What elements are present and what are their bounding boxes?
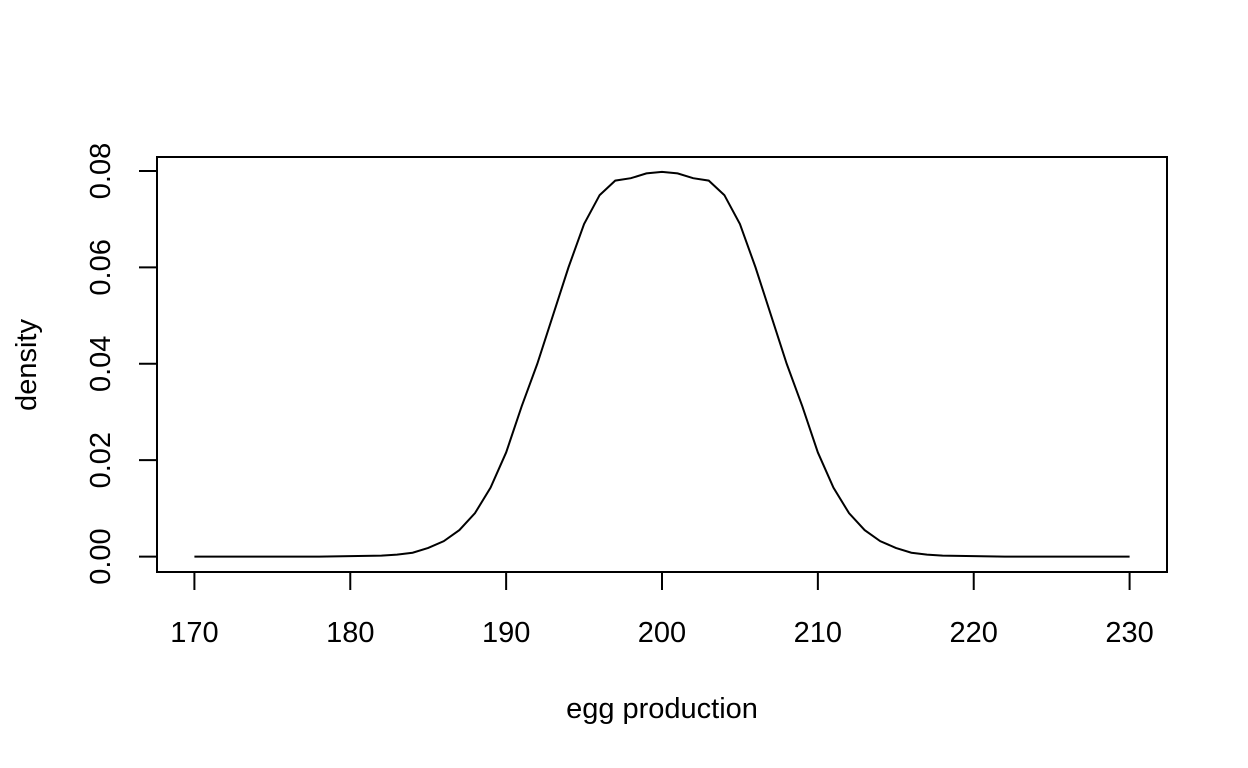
x-tick-label: 170 [170,617,218,649]
x-tick-label: 190 [482,617,530,649]
y-tick-label: 0.04 [85,336,117,392]
y-tick-label: 0.06 [85,239,117,295]
y-tick-label: 0.08 [85,143,117,199]
x-axis: 170 180 190 200 210 220 230 [170,571,1154,649]
x-tick-label: 230 [1105,617,1153,649]
y-tick-label: 0.00 [85,528,117,584]
x-axis-title: egg production [566,693,758,725]
y-axis-title: density [11,319,43,411]
y-axis: 0.00 0.02 0.04 0.06 0.08 [85,143,158,585]
plot-frame [156,156,1168,573]
x-tick-label: 200 [638,617,686,649]
x-tick-label: 180 [326,617,374,649]
x-tick-label: 210 [794,617,842,649]
y-tick-label: 0.02 [85,432,117,488]
x-tick-label: 220 [950,617,998,649]
density-curve [194,170,1130,558]
